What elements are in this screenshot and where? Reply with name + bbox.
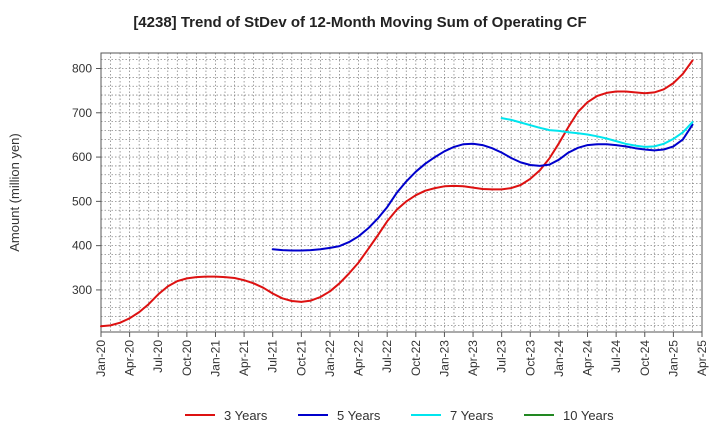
x-tick-label: Apr-22: [352, 340, 366, 376]
x-tick-label: Oct-22: [409, 340, 423, 376]
legend-label: 10 Years: [563, 408, 614, 423]
y-tick-label: 300: [72, 283, 92, 297]
y-tick-label: 700: [72, 106, 92, 120]
plot-background: [101, 53, 702, 332]
series-line-5-years: [271, 123, 694, 252]
x-tick-label: Apr-20: [123, 340, 137, 376]
x-tick-label: Jul-23: [495, 340, 509, 373]
x-tick-label: Oct-20: [180, 340, 194, 376]
x-tick-label: Oct-21: [294, 340, 308, 376]
chart-title: [4238] Trend of StDev of 12-Month Moving…: [133, 14, 587, 31]
x-tick-label: Jan-23: [437, 340, 451, 377]
legend: 3 Years 5 Years 7 Years 10 Years: [185, 408, 614, 423]
series-line-3-years: [100, 59, 694, 328]
x-tick-label: Jul-20: [151, 340, 165, 373]
x-tick-label: Jan-21: [208, 340, 222, 377]
x-tick-label: Apr-25: [695, 340, 709, 376]
x-tick-label: Jul-22: [380, 340, 394, 373]
plot-area: [100, 52, 703, 333]
y-axis-label: Amount (million yen): [7, 133, 22, 252]
y-tick-label: 400: [72, 239, 92, 253]
x-axis: Jan-20 Apr-20 Jul-20 Oct-20 Jan-21 Apr-21 Jul-…: [94, 332, 709, 377]
legend-label: 3 Years: [224, 408, 268, 423]
x-tick-label: Jan-22: [323, 340, 337, 377]
x-tick-label: Oct-23: [523, 340, 537, 376]
legend-label: 5 Years: [337, 408, 381, 423]
x-tick-label: Jul-21: [266, 340, 280, 373]
y-tick-label: 800: [72, 62, 92, 76]
y-tick-label: 600: [72, 150, 92, 164]
series-line-7-years: [500, 117, 694, 148]
x-tick-label: Apr-23: [466, 340, 480, 376]
y-tick-label: 500: [72, 194, 92, 208]
x-tick-label: Apr-21: [237, 340, 251, 376]
x-tick-label: Jan-25: [666, 340, 680, 377]
legend-label: 7 Years: [450, 408, 494, 423]
x-tick-label: Jul-24: [609, 340, 623, 373]
x-tick-label: Jan-24: [552, 340, 566, 377]
y-axis: 300 400 500 600 700 800: [72, 62, 101, 297]
x-tick-label: Oct-24: [638, 340, 652, 376]
plot-frame: [100, 52, 703, 333]
x-tick-label: Apr-24: [581, 340, 595, 376]
x-tick-label: Jan-20: [94, 340, 108, 377]
